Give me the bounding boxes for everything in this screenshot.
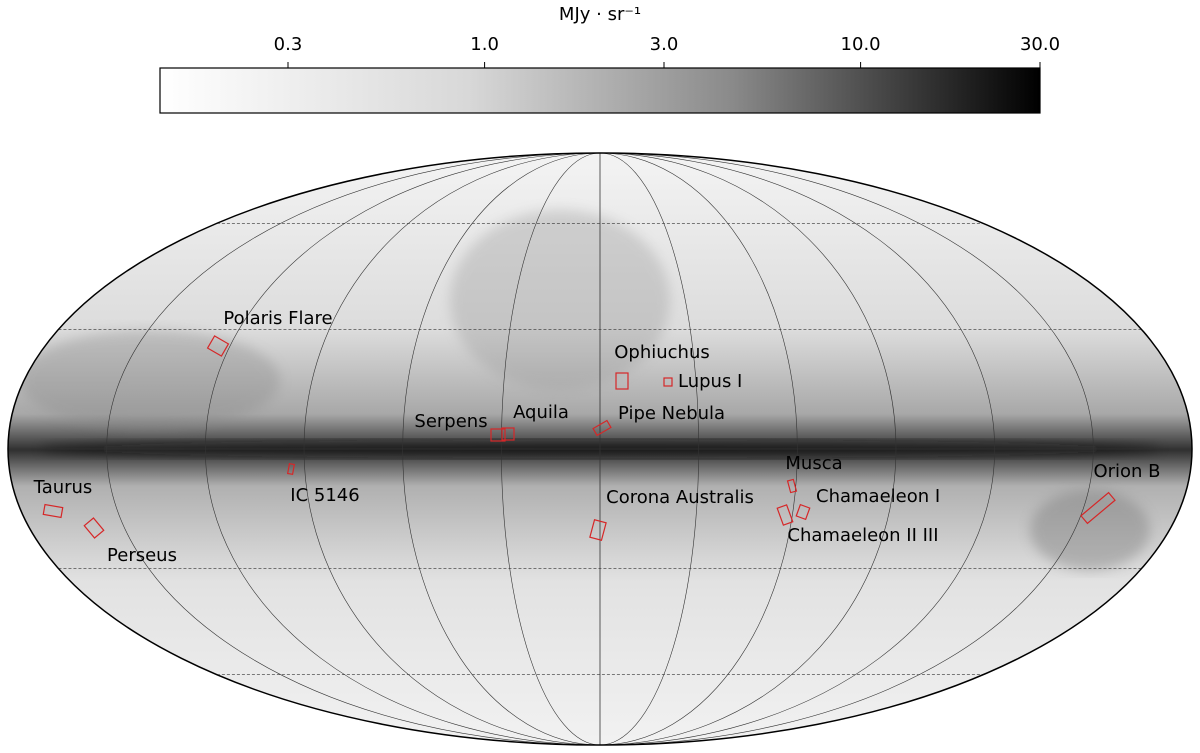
region-label: Chamaeleon I [816, 486, 940, 507]
regions: Polaris Flare Ophiuchus Lupus I Serpens Aqui… [33, 308, 1161, 566]
region-label: Corona Australis [606, 487, 754, 508]
region-label: Polaris Flare [223, 308, 332, 329]
region-label: Lupus I [678, 371, 742, 392]
region-outline [795, 503, 811, 521]
region-outline [776, 504, 794, 526]
region-label: IC 5146 [290, 485, 359, 506]
region-label: Ophiuchus [614, 342, 710, 363]
colorbar-tick-label: 3.0 [650, 34, 679, 55]
region-label: Taurus [33, 477, 93, 498]
region-outline [501, 427, 515, 441]
region-outline [786, 478, 798, 494]
region-label: Perseus [107, 545, 177, 566]
colorbar-tick-label: 0.3 [274, 34, 303, 55]
region-label: Chamaeleon II III [787, 525, 938, 546]
region-outline [206, 335, 230, 357]
dust-cloud [450, 210, 670, 390]
colorbar-label: MJy · sr⁻¹ [559, 4, 641, 25]
region-outline [663, 377, 673, 387]
colorbar [159, 67, 1041, 114]
region-outline [589, 519, 607, 541]
colorbar-tick-label: 10.0 [841, 34, 881, 55]
colorbar-tick-label: 1.0 [470, 34, 499, 55]
region-outline [592, 419, 612, 437]
region-outline [615, 372, 629, 390]
dust-cloud [1030, 490, 1150, 570]
region-label: Orion B [1093, 461, 1160, 482]
region-label: Aquila [513, 402, 569, 423]
region-label: Pipe Nebula [618, 403, 725, 424]
region-label: Serpens [414, 411, 487, 432]
region-outline [42, 503, 64, 519]
region-outline [83, 517, 105, 539]
dust-cloud [20, 330, 280, 430]
map-outline [7, 152, 1193, 746]
region-outline [490, 428, 506, 442]
region-outline [1080, 491, 1116, 525]
region-label: Musca [785, 453, 842, 474]
colorbar-tick-label: 30.0 [1020, 34, 1060, 55]
region-outline [286, 462, 296, 476]
